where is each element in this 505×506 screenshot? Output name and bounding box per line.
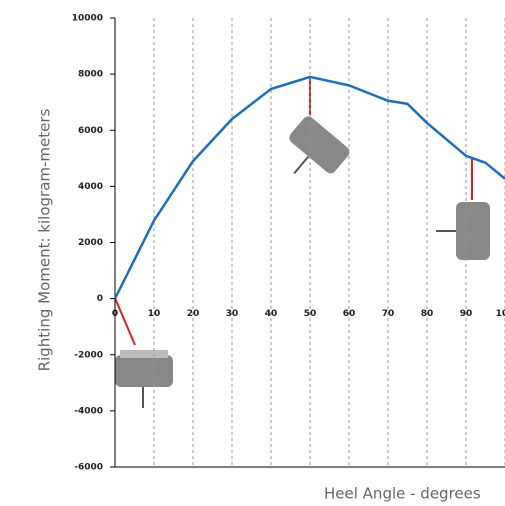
illustrations [114,76,490,408]
data-line [113,75,505,300]
x-tick-label: 60 [343,309,356,319]
x-tick-label: 100 [496,309,505,319]
boat-icon [115,355,173,387]
y-tick-label: -4000 [74,406,103,416]
x-tick-label: 40 [265,309,278,319]
x-tick-label: 10 [148,309,161,319]
x-tick-label: 20 [187,309,200,319]
y-tick-label: 8000 [78,70,103,80]
y-tick-label: 10000 [72,14,103,24]
boat-icon [120,350,168,358]
x-tick-label: 90 [460,309,473,319]
x-tick-label: 30 [226,309,239,319]
y-tick-label: -2000 [74,350,103,360]
y-tick-label: -6000 [74,463,103,473]
x-tick-label: 80 [421,309,434,319]
y-axis-label: Righting Moment: kilogram-meters [36,108,54,371]
y-tick-label: 0 [97,294,103,304]
boat-icon [456,202,490,260]
y-tick-label: 4000 [78,182,103,192]
pointer [114,297,136,346]
y-tick-label: 6000 [78,126,103,136]
x-tick-label: 50 [304,309,317,319]
x-axis-label: Heel Angle - degrees [324,485,481,503]
boat-icon [289,116,350,174]
x-tick-label: 70 [382,309,395,319]
y-tick-label: 2000 [78,238,103,248]
